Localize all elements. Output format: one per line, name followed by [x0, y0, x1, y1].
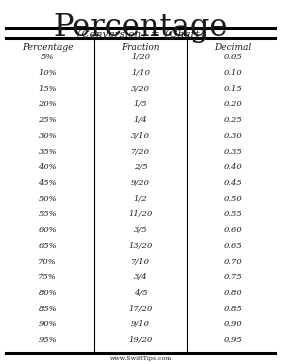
Text: 70%: 70%: [38, 258, 57, 266]
Text: 1/10: 1/10: [131, 69, 150, 77]
Text: 7/10: 7/10: [131, 258, 150, 266]
Text: 9/10: 9/10: [131, 320, 150, 328]
Text: 13/20: 13/20: [128, 242, 153, 250]
Text: 20%: 20%: [38, 100, 57, 108]
Text: 11/20: 11/20: [128, 210, 153, 218]
Text: 0.70: 0.70: [224, 258, 243, 266]
Text: 45%: 45%: [38, 179, 57, 187]
Text: 17/20: 17/20: [128, 305, 153, 313]
Text: 30%: 30%: [38, 132, 57, 140]
Text: 40%: 40%: [38, 163, 57, 171]
Text: 4/5: 4/5: [134, 289, 147, 297]
Text: 15%: 15%: [38, 85, 57, 93]
Text: 0.55: 0.55: [224, 210, 243, 218]
Text: 0.60: 0.60: [224, 226, 243, 234]
Text: {Conversion} = {Chart}: {Conversion} = {Chart}: [75, 29, 206, 38]
Text: 90%: 90%: [38, 320, 57, 328]
Text: Percentage: Percentage: [53, 12, 228, 43]
Text: Percentage: Percentage: [22, 43, 74, 52]
Text: 2/5: 2/5: [134, 163, 147, 171]
Text: 0.25: 0.25: [224, 116, 243, 124]
Text: www.SwiftTips.com: www.SwiftTips.com: [109, 356, 172, 361]
Text: 7/20: 7/20: [131, 147, 150, 155]
Text: 9/20: 9/20: [131, 179, 150, 187]
Text: 55%: 55%: [38, 210, 57, 218]
Text: 3/5: 3/5: [134, 226, 147, 234]
Text: 0.10: 0.10: [224, 69, 243, 77]
Text: 35%: 35%: [38, 147, 57, 155]
Text: 0.85: 0.85: [224, 305, 243, 313]
Text: 75%: 75%: [38, 273, 57, 281]
Text: 0.35: 0.35: [224, 147, 243, 155]
Text: 10%: 10%: [38, 69, 57, 77]
Text: 0.90: 0.90: [224, 320, 243, 328]
Text: 1/4: 1/4: [134, 116, 147, 124]
Text: 0.45: 0.45: [224, 179, 243, 187]
Text: 0.75: 0.75: [224, 273, 243, 281]
Text: 19/20: 19/20: [128, 336, 153, 344]
Text: 1/20: 1/20: [131, 53, 150, 61]
Text: 0.15: 0.15: [224, 85, 243, 93]
Text: 0.30: 0.30: [224, 132, 243, 140]
Text: 5%: 5%: [41, 53, 55, 61]
Text: 3/20: 3/20: [131, 85, 150, 93]
Text: 1/5: 1/5: [134, 100, 147, 108]
Text: 50%: 50%: [38, 195, 57, 203]
Text: 95%: 95%: [38, 336, 57, 344]
Text: 25%: 25%: [38, 116, 57, 124]
Text: 3/4: 3/4: [134, 273, 147, 281]
Text: 0.95: 0.95: [224, 336, 243, 344]
Text: 85%: 85%: [38, 305, 57, 313]
Text: 60%: 60%: [38, 226, 57, 234]
Text: Decimal: Decimal: [215, 43, 252, 52]
Text: 0.40: 0.40: [224, 163, 243, 171]
Text: 0.80: 0.80: [224, 289, 243, 297]
Text: Fraction: Fraction: [121, 43, 160, 52]
Text: 0.20: 0.20: [224, 100, 243, 108]
Text: 65%: 65%: [38, 242, 57, 250]
Text: 0.05: 0.05: [224, 53, 243, 61]
Text: 80%: 80%: [38, 289, 57, 297]
Text: 0.50: 0.50: [224, 195, 243, 203]
Text: 0.65: 0.65: [224, 242, 243, 250]
Text: 3/10: 3/10: [131, 132, 150, 140]
Text: 1/2: 1/2: [134, 195, 147, 203]
